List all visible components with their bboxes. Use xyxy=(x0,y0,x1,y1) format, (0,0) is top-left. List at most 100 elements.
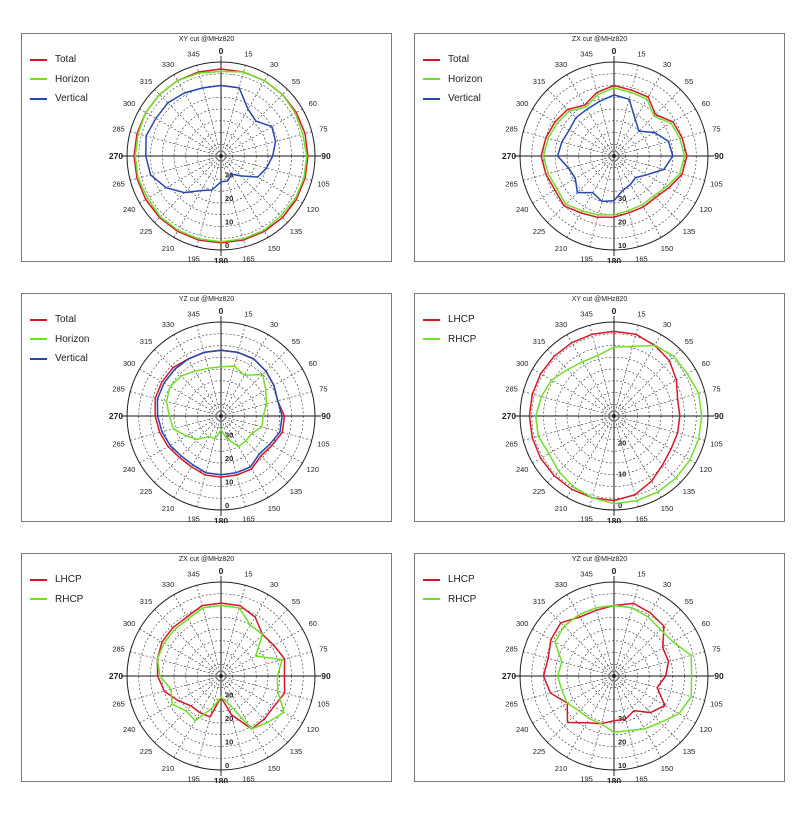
angle-tick-label: 270 xyxy=(109,411,123,421)
angle-tick-label: 265 xyxy=(505,179,518,188)
radial-tick-label: 20 xyxy=(618,438,626,447)
grid-spoke xyxy=(173,675,222,758)
angle-tick-label: 165 xyxy=(635,254,648,263)
chart-panel-2: ZX cut @MHz820 Total Horizon Vertical 0 1… xyxy=(414,33,785,263)
angle-tick-label: 90 xyxy=(321,671,331,681)
angle-tick-label: 265 xyxy=(112,699,125,708)
angle-tick-label: 90 xyxy=(714,411,724,421)
legend-label: Total xyxy=(55,54,77,66)
chart-legend: LHCP RHCP xyxy=(30,570,83,609)
series-line-lhcp xyxy=(542,602,670,725)
radial-tick-label: 0 xyxy=(225,241,229,250)
angle-tick-label: 195 xyxy=(580,254,593,263)
legend-item: Horizon xyxy=(30,330,89,350)
angle-tick-label: 265 xyxy=(112,179,125,188)
angle-tick-label: 330 xyxy=(162,60,175,69)
angle-tick-label: 15 xyxy=(637,310,645,319)
angle-tick-label: 105 xyxy=(710,179,723,188)
chart-legend: Total Horizon Vertical xyxy=(30,310,89,369)
angle-tick-label: 225 xyxy=(533,227,546,236)
series-line-rhcp xyxy=(554,604,693,734)
angle-tick-label: 75 xyxy=(319,645,327,654)
angle-tick-label: 75 xyxy=(319,125,327,134)
angle-tick-label: 210 xyxy=(162,244,175,253)
legend-item: LHCP xyxy=(423,570,476,590)
grid-spoke xyxy=(566,675,615,758)
angle-tick-label: 90 xyxy=(714,671,724,681)
radial-tick-label: 20 xyxy=(225,454,233,463)
legend-item: Total xyxy=(30,50,89,70)
angle-tick-label: 75 xyxy=(712,125,720,134)
angle-tick-label: 315 xyxy=(533,337,546,346)
chart-panel-4: XY cut @MHz820 LHCP RHCP 0 15 30 55 60 75 90 10… xyxy=(414,293,785,523)
legend-swatch xyxy=(423,598,440,601)
angle-tick-label: 0 xyxy=(219,566,224,576)
radial-tick-label: 0 xyxy=(618,501,622,510)
angle-tick-label: 165 xyxy=(242,774,255,783)
angle-tick-label: 180 xyxy=(607,516,621,523)
angle-tick-label: 0 xyxy=(612,306,617,316)
polar-chart: 0 15 30 55 60 75 90 105 120 135 150 165 180 195 210 225… xyxy=(109,46,331,263)
angle-tick-label: 150 xyxy=(661,504,674,513)
angle-tick-label: 15 xyxy=(637,50,645,59)
angle-tick-label: 270 xyxy=(109,671,123,681)
series-line-horizon xyxy=(134,70,308,243)
angle-tick-label: 300 xyxy=(123,619,136,628)
legend-swatch xyxy=(30,338,47,341)
grid-spoke xyxy=(220,89,288,157)
angle-tick-label: 285 xyxy=(505,645,518,654)
angle-tick-label: 150 xyxy=(268,244,281,253)
angle-tick-label: 55 xyxy=(292,77,300,86)
grid-spoke xyxy=(196,415,222,507)
angle-tick-label: 210 xyxy=(162,504,175,513)
legend-item: Vertical xyxy=(423,89,482,109)
angle-tick-label: 15 xyxy=(244,50,252,59)
angle-tick-label: 105 xyxy=(317,179,330,188)
angle-tick-label: 30 xyxy=(663,320,671,329)
grid-spoke xyxy=(589,415,615,507)
legend-item: RHCP xyxy=(423,590,476,610)
grid-spoke xyxy=(523,131,615,157)
grid-spoke xyxy=(613,391,705,417)
angle-tick-label: 120 xyxy=(700,205,713,214)
angle-tick-label: 330 xyxy=(555,320,568,329)
legend-label: LHCP xyxy=(55,574,82,586)
chart-panel-6: YZ cut @MHz820 LHCP RHCP 0 15 30 55 60 75 90 10… xyxy=(414,553,785,783)
legend-label: Vertical xyxy=(55,93,88,105)
angle-tick-label: 30 xyxy=(270,60,278,69)
legend-label: Vertical xyxy=(55,353,88,365)
legend-item: Vertical xyxy=(30,89,89,109)
polar-chart: 0 15 30 55 60 75 90 105 120 135 150 165 180 195 210 225… xyxy=(109,566,331,783)
radial-tick-label: 0 xyxy=(225,761,229,770)
angle-tick-label: 240 xyxy=(123,465,136,474)
series-line-rhcp xyxy=(534,344,703,505)
angle-tick-label: 120 xyxy=(307,725,320,734)
angle-tick-label: 195 xyxy=(187,514,200,523)
angle-tick-label: 15 xyxy=(244,310,252,319)
legend-swatch xyxy=(30,97,47,100)
angle-tick-label: 240 xyxy=(516,465,529,474)
angle-tick-label: 315 xyxy=(140,337,153,346)
angle-tick-label: 180 xyxy=(607,776,621,783)
polar-chart: 0 15 30 55 60 75 90 105 120 135 150 165 180 195 210 225… xyxy=(502,566,724,783)
grid-spoke xyxy=(130,651,222,677)
legend-item: Vertical xyxy=(30,349,89,369)
angle-tick-label: 55 xyxy=(292,597,300,606)
legend-swatch xyxy=(30,357,47,360)
angle-tick-label: 315 xyxy=(140,77,153,86)
angle-tick-label: 0 xyxy=(219,46,224,56)
legend-item: LHCP xyxy=(423,310,476,330)
angle-tick-label: 60 xyxy=(309,99,317,108)
chart-panel-3: YZ cut @MHz820 Total Horizon Vertical 0 1… xyxy=(21,293,392,523)
angle-tick-label: 240 xyxy=(516,205,529,214)
angle-tick-label: 135 xyxy=(290,227,303,236)
legend-swatch xyxy=(423,97,440,100)
series-line-vertical xyxy=(156,349,283,476)
angle-tick-label: 330 xyxy=(555,60,568,69)
legend-item: Total xyxy=(423,50,482,70)
angle-tick-label: 90 xyxy=(321,411,331,421)
legend-label: Horizon xyxy=(55,73,90,85)
chart-title: XY cut @MHz820 xyxy=(178,36,235,43)
grid-spoke xyxy=(532,415,615,464)
angle-tick-label: 265 xyxy=(505,699,518,708)
